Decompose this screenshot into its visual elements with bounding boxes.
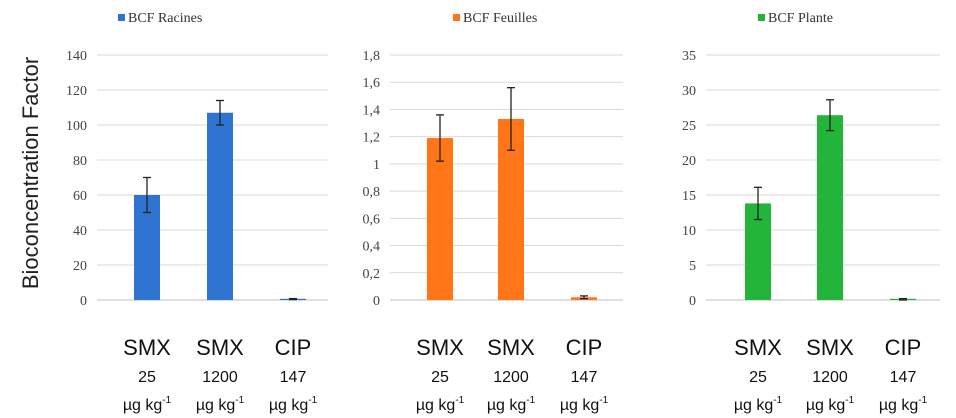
category-label: CIP 147 µg kg-1 <box>560 335 609 414</box>
category-unit: µg kg-1 <box>269 395 318 414</box>
legend-label: BCF Racines <box>128 11 202 26</box>
y-tick-label: 120 <box>66 84 87 99</box>
category-name: SMX <box>734 335 782 360</box>
bar <box>207 112 233 300</box>
y-tick-label: 0 <box>80 294 87 309</box>
category-name: SMX <box>123 335 171 360</box>
category-dose: 25 <box>749 369 767 386</box>
y-tick-label: 0 <box>689 294 696 309</box>
category-name: SMX <box>487 335 535 360</box>
category-label: SMX 1200 µg kg-1 <box>487 335 536 414</box>
legend-swatch <box>118 14 125 21</box>
category-dose: 147 <box>890 369 917 386</box>
y-tick-label: 0,4 <box>363 240 381 255</box>
y-tick-label: 5 <box>689 259 696 274</box>
category-name: CIP <box>885 335 922 360</box>
category-label: SMX 25 µg kg-1 <box>123 335 172 414</box>
chart-panel: 0 0,2 0,4 0,6 0,8 1 1,2 1,4 1,6 1,8 BCF Feuilles SM… <box>363 11 623 414</box>
error-bar <box>899 297 907 301</box>
category-label: CIP 147 µg kg-1 <box>879 335 928 414</box>
y-tick-label: 140 <box>66 49 87 64</box>
category-unit: µg kg-1 <box>123 395 172 414</box>
category-dose: 1200 <box>812 369 848 386</box>
y-tick-label: 1 <box>373 158 380 173</box>
chart-panel: 0 20 40 60 80 100 120 140 BCF Racines SMX 25 µg kg-… <box>66 11 328 414</box>
category-name: SMX <box>806 335 854 360</box>
category-dose: 147 <box>280 369 307 386</box>
y-tick-label: 35 <box>682 49 696 64</box>
category-dose: 1200 <box>493 369 529 386</box>
error-bar <box>216 99 224 126</box>
error-bar <box>507 87 515 151</box>
error-bar <box>143 176 151 214</box>
bar <box>427 138 453 300</box>
category-dose: 25 <box>138 369 156 386</box>
y-tick-label: 40 <box>73 224 87 239</box>
y-tick-label: 20 <box>682 154 696 169</box>
category-dose: 147 <box>571 369 598 386</box>
category-dose: 25 <box>431 369 449 386</box>
category-name: SMX <box>416 335 464 360</box>
category-label: SMX 25 µg kg-1 <box>734 335 783 414</box>
y-tick-label: 0,8 <box>363 185 381 200</box>
y-tick-label: 25 <box>682 119 696 134</box>
y-tick-label: 60 <box>73 189 87 204</box>
category-unit: µg kg-1 <box>560 395 609 414</box>
y-tick-label: 1,4 <box>363 103 381 118</box>
legend-swatch <box>758 14 765 21</box>
y-tick-label: 100 <box>66 119 87 134</box>
category-name: CIP <box>275 335 312 360</box>
category-unit: µg kg-1 <box>734 395 783 414</box>
category-unit: µg kg-1 <box>416 395 465 414</box>
category-name: CIP <box>566 335 603 360</box>
y-tick-label: 20 <box>73 259 87 274</box>
y-tick-label: 30 <box>682 84 696 99</box>
legend-swatch <box>453 14 460 21</box>
y-axis-title: Bioconcentration Factor <box>18 57 43 289</box>
y-tick-label: 10 <box>682 224 696 239</box>
category-label: CIP 147 µg kg-1 <box>269 335 318 414</box>
y-tick-label: 0,2 <box>363 267 381 282</box>
error-bar <box>826 99 834 132</box>
chart-panel: 0 5 10 15 20 25 30 35 BCF Plante SMX 25 µg kg-1 SMX 1… <box>682 11 940 414</box>
category-unit: µg kg-1 <box>879 395 928 414</box>
legend-label: BCF Plante <box>768 11 833 26</box>
category-label: SMX 1200 µg kg-1 <box>806 335 855 414</box>
bar <box>817 115 843 300</box>
error-bar <box>754 186 762 221</box>
y-tick-label: 1,2 <box>363 131 381 146</box>
category-name: SMX <box>196 335 244 360</box>
y-tick-label: 0 <box>373 294 380 309</box>
error-bar <box>436 114 444 162</box>
y-tick-label: 1,8 <box>363 49 381 64</box>
legend-label: BCF Feuilles <box>463 11 537 26</box>
y-tick-label: 0,6 <box>363 212 381 227</box>
category-dose: 1200 <box>202 369 238 386</box>
y-tick-label: 1,6 <box>363 76 381 91</box>
category-label: SMX 1200 µg kg-1 <box>196 335 245 414</box>
error-bar <box>289 297 297 301</box>
category-unit: µg kg-1 <box>806 395 855 414</box>
y-tick-label: 15 <box>682 189 696 204</box>
category-unit: µg kg-1 <box>196 395 245 414</box>
category-unit: µg kg-1 <box>487 395 536 414</box>
y-tick-label: 80 <box>73 154 87 169</box>
category-label: SMX 25 µg kg-1 <box>416 335 465 414</box>
error-bar <box>580 295 588 300</box>
